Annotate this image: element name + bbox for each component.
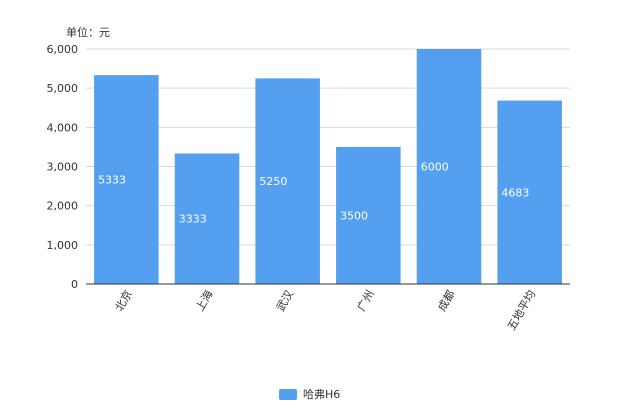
y-tick-label: 5,000 <box>47 82 79 95</box>
bar-value-label: 5333 <box>98 174 126 187</box>
bar-value-label: 3500 <box>340 209 368 222</box>
legend-label: 哈弗H6 <box>303 388 341 401</box>
y-tick-label: 6,000 <box>47 43 79 56</box>
bar-value-label: 5250 <box>259 175 287 188</box>
bar[interactable] <box>416 49 482 284</box>
bar[interactable] <box>497 100 562 285</box>
y-tick-label: 1,000 <box>47 239 79 252</box>
x-tick-label: 成都 <box>435 288 457 314</box>
y-tick-label: 3,000 <box>47 161 79 174</box>
x-axis-ticks: 北京 上海 武汉 广州 成都 五地平均 <box>112 288 538 333</box>
bar-value-label: 3333 <box>179 213 207 226</box>
x-tick-label: 北京 <box>112 288 135 314</box>
gridlines <box>86 48 570 246</box>
y-tick-label: 0 <box>71 278 78 291</box>
bar-value-labels: 5333 3333 5250 3500 6000 4683 <box>98 161 529 226</box>
x-tick-label: 广州 <box>355 288 377 314</box>
x-tick-label: 武汉 <box>274 288 296 314</box>
unit-label: 单位：元 <box>66 26 110 39</box>
bar-value-label: 6000 <box>421 161 449 174</box>
legend-swatch <box>279 388 297 400</box>
y-tick-label: 4,000 <box>47 121 79 134</box>
legend[interactable]: 哈弗H6 <box>279 386 340 402</box>
bar[interactable] <box>174 153 240 284</box>
x-tick-label: 五地平均 <box>505 288 538 333</box>
bar[interactable] <box>255 78 320 284</box>
bar-value-label: 4683 <box>501 186 529 199</box>
y-tick-label: 2,000 <box>47 200 79 213</box>
bar[interactable] <box>94 75 159 284</box>
bar[interactable] <box>336 146 401 284</box>
y-axis-ticks: 0 1,000 2,000 3,000 4,000 5,000 6,000 <box>47 43 79 291</box>
bars <box>94 49 562 285</box>
x-tick-label: 上海 <box>192 288 215 314</box>
